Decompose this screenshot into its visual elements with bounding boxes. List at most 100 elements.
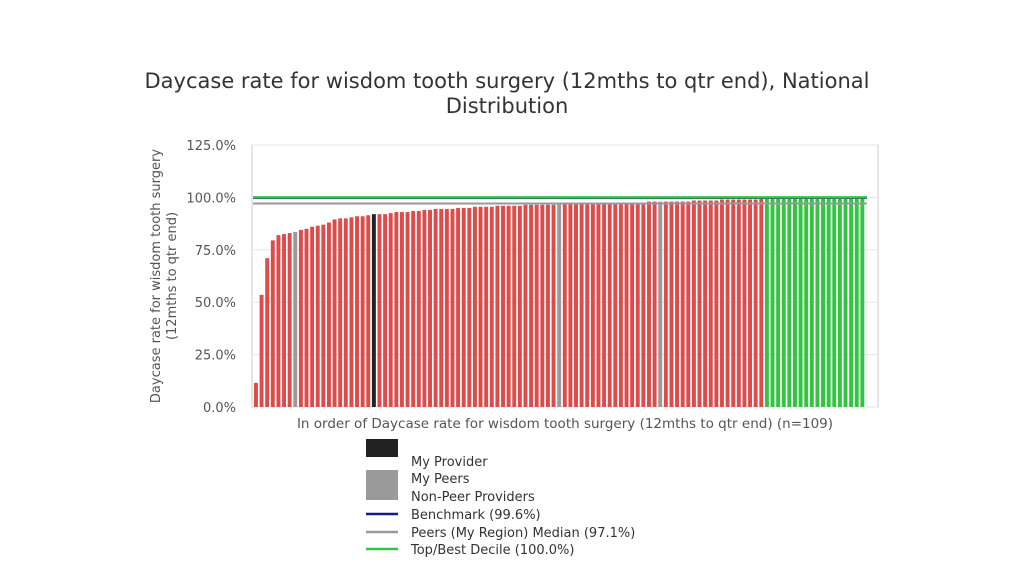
legend-swatch (366, 439, 398, 457)
bar (759, 197, 764, 407)
bar (708, 200, 713, 407)
bar (697, 200, 702, 407)
bar (618, 202, 623, 407)
bar (602, 203, 607, 407)
bars (254, 197, 865, 407)
bar (433, 208, 438, 407)
bar (349, 217, 354, 407)
bar (540, 204, 545, 407)
bar (590, 203, 595, 407)
bar (512, 205, 517, 407)
chart-title-line-1: Daycase rate for wisdom tooth surgery (1… (145, 69, 870, 93)
bar (843, 197, 848, 407)
y-tick-label: 50.0% (195, 296, 236, 311)
bar (338, 218, 343, 407)
bar (293, 231, 298, 407)
y-tick-label: 100.0% (186, 191, 236, 206)
bar (321, 224, 326, 407)
y-tick-label: 125.0% (186, 139, 236, 154)
bar (585, 203, 590, 407)
bar (568, 203, 573, 407)
bar (809, 197, 814, 407)
bar (310, 226, 315, 407)
bar (551, 204, 556, 407)
bar (276, 235, 281, 407)
bar (259, 294, 264, 407)
bar (703, 200, 708, 407)
bar (832, 197, 837, 407)
legend-label: My Peers (411, 472, 470, 487)
bar (428, 209, 432, 407)
legend: My Provider My Peers Non-Peer Providers Ben… (366, 439, 635, 558)
bar (579, 203, 584, 407)
bar (663, 201, 668, 407)
bar (506, 205, 511, 407)
bar (826, 197, 831, 407)
bar (467, 207, 472, 407)
bar (371, 214, 376, 407)
bar (360, 216, 365, 407)
legend-label: Non-Peer Providers (411, 490, 535, 505)
bar (495, 205, 500, 407)
y-axis-ticks: 0.0% 25.0% 50.0% 75.0% 100.0% 125.0% (186, 139, 236, 416)
bar (720, 199, 724, 407)
bar (534, 204, 539, 407)
y-tick-label: 0.0% (203, 401, 236, 416)
bar (731, 199, 736, 407)
bar (630, 202, 635, 407)
bar (753, 199, 758, 407)
bar (849, 197, 854, 407)
y-axis-label: Daycase rate for wisdom tooth surgery (1… (149, 149, 180, 403)
bar (265, 258, 270, 407)
bar (793, 197, 797, 407)
bar (456, 207, 461, 407)
bar (298, 229, 303, 407)
bar (686, 201, 691, 407)
legend-swatch (366, 470, 398, 500)
bar (444, 208, 449, 407)
legend-label: My Provider (411, 455, 488, 470)
bar (422, 209, 427, 407)
bar (675, 201, 680, 407)
bar (647, 201, 651, 407)
bar (764, 197, 769, 407)
bar (484, 206, 489, 407)
bar (399, 212, 404, 407)
bar (304, 228, 309, 407)
bar (478, 206, 483, 407)
chart-title-line-2: Distribution (446, 94, 569, 118)
y-tick-label: 25.0% (195, 349, 236, 364)
bar (383, 214, 388, 407)
y-tick-label: 75.0% (195, 244, 236, 259)
bar (596, 203, 601, 407)
bar (787, 197, 792, 407)
bar (804, 197, 809, 407)
bar (613, 202, 618, 407)
bar (472, 206, 477, 407)
bar (624, 202, 629, 407)
bar (680, 201, 685, 407)
bar (489, 206, 494, 407)
bar (517, 205, 522, 407)
bar (450, 208, 455, 407)
bar (461, 207, 466, 407)
bar (770, 197, 775, 407)
bar (736, 199, 741, 407)
bar (439, 208, 444, 407)
bar (725, 199, 730, 407)
bar (287, 233, 292, 407)
bar (776, 197, 781, 407)
bar (815, 197, 820, 407)
bar (326, 222, 331, 407)
bar (388, 213, 393, 407)
bar (254, 382, 258, 407)
reference-lines (253, 196, 867, 205)
bar (669, 201, 674, 407)
bar (798, 197, 803, 407)
y-axis-label-line-1: Daycase rate for wisdom tooth surgery (149, 149, 164, 403)
bar (545, 204, 550, 407)
bar (270, 240, 275, 407)
bar (501, 205, 505, 407)
x-axis-label: In order of Daycase rate for wisdom toot… (297, 416, 833, 432)
